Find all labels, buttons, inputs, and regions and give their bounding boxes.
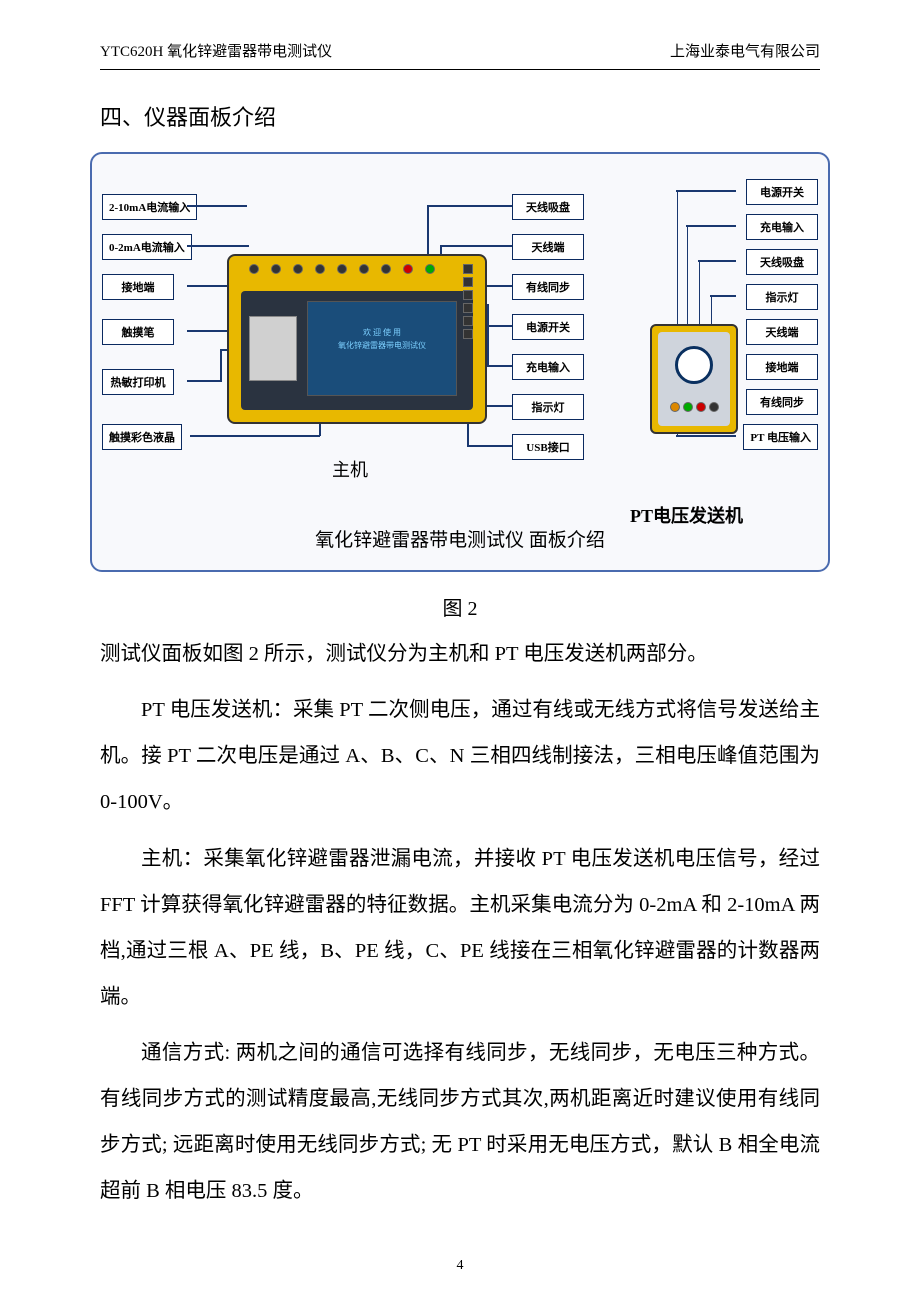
pt-device-label: PT电压发送机 (630, 502, 743, 528)
paragraph-1: 测试仪面板如图 2 所示，测试仪分为主机和 PT 电压发送机两部分。 (100, 631, 820, 677)
header-right: 上海业泰电气有限公司 (670, 40, 820, 61)
pt-label-pt-voltage: PT 电压输入 (743, 424, 818, 450)
paragraph-4: 通信方式: 两机之间的通信可选择有线同步，无线同步，无电压三种方式。有线同步方式… (100, 1030, 820, 1215)
page-number: 4 (457, 1258, 464, 1274)
label-printer: 热敏打印机 (102, 369, 174, 395)
page-header: YTC620H 氧化锌避雷器带电测试仪 上海业泰电气有限公司 (0, 0, 920, 61)
panel-diagram: 2-10mA电流输入 0-2mA电流输入 接地端 触摸笔 热敏打印机 触摸彩色液… (90, 152, 830, 572)
pt-label-antenna-port: 天线端 (746, 319, 818, 345)
label-wired-sync: 有线同步 (512, 274, 584, 300)
pt-label-ground: 接地端 (746, 354, 818, 380)
label-stylus: 触摸笔 (102, 319, 174, 345)
paragraph-3: 主机：采集氧化锌避雷器泄漏电流，并接收 PT 电压发送机电压信号，经过 FFT … (100, 836, 820, 1021)
pt-label-power: 电源开关 (746, 179, 818, 205)
main-device-illustration: 欢 迎 使 用 氧化锌避雷器带电测试仪 (227, 254, 487, 424)
pt-label-indicator: 指示灯 (746, 284, 818, 310)
header-left: YTC620H 氧化锌避雷器带电测试仪 (100, 40, 332, 61)
body-text: 测试仪面板如图 2 所示，测试仪分为主机和 PT 电压发送机两部分。 PT 电压… (0, 631, 920, 1215)
label-0-2ma: 0-2mA电流输入 (102, 234, 192, 260)
screen-line1: 欢 迎 使 用 (308, 327, 456, 340)
main-device-label: 主机 (332, 456, 368, 482)
label-2-10ma: 2-10mA电流输入 (102, 194, 197, 220)
label-power-switch: 电源开关 (512, 314, 584, 340)
label-antenna-disk: 天线吸盘 (512, 194, 584, 220)
diagram-title: 氧化锌避雷器带电测试仪 面板介绍 (315, 525, 605, 552)
label-ground: 接地端 (102, 274, 174, 300)
label-usb: USB接口 (512, 434, 584, 460)
pt-label-antenna-disk: 天线吸盘 (746, 249, 818, 275)
screen-line2: 氧化锌避雷器带电测试仪 (308, 340, 456, 353)
label-charge-input: 充电输入 (512, 354, 584, 380)
label-lcd: 触摸彩色液晶 (102, 424, 182, 450)
section-title: 四、仪器面板介绍 (0, 70, 920, 132)
paragraph-2: PT 电压发送机：采集 PT 二次侧电压，通过有线或无线方式将信号发送给主机。接… (100, 687, 820, 825)
figure-caption: 图 2 (0, 592, 920, 621)
pt-label-charge: 充电输入 (746, 214, 818, 240)
label-indicator: 指示灯 (512, 394, 584, 420)
pt-device-illustration (650, 324, 738, 434)
pt-label-wired-sync: 有线同步 (746, 389, 818, 415)
label-antenna-port: 天线端 (512, 234, 584, 260)
